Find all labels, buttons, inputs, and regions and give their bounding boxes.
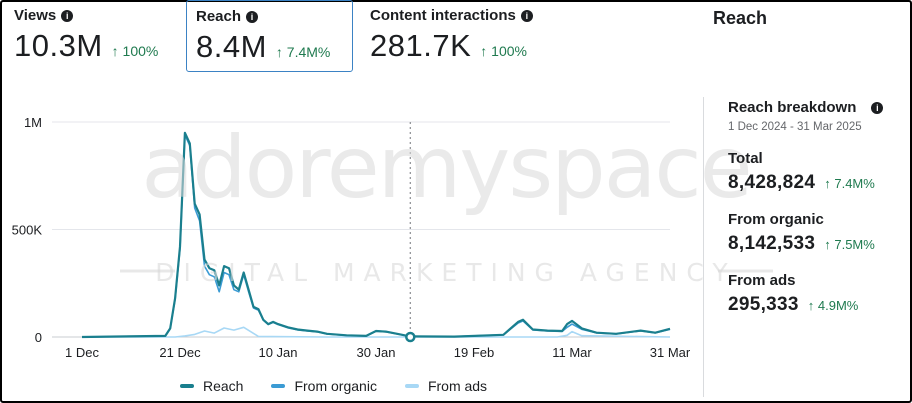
series-line-reach — [81, 131, 671, 339]
breakdown-ads: From ads 295,333 ↑ 4.9M% — [728, 272, 908, 316]
metric-label: Content interactions — [370, 7, 516, 24]
x-tick-label: 31 Mar — [650, 345, 691, 360]
breakdown-label: From organic — [728, 211, 824, 228]
breakdown-value: 8,142,533 — [728, 233, 816, 254]
metric-change: ↑ 100% — [111, 43, 159, 59]
chart-legend: Reach From organic From ads — [180, 378, 515, 394]
x-tick-label: 10 Jan — [258, 345, 297, 360]
breakdown-change: ↑ 7.4M% — [824, 176, 875, 191]
breakdown-change: ↑ 7.5M% — [824, 237, 875, 252]
metric-label: Views — [14, 7, 57, 24]
y-tick-label: 1M — [24, 115, 42, 130]
legend-label: Reach — [203, 378, 244, 394]
breakdown-value: 8,428,824 — [728, 172, 816, 193]
panel-title: Reach breakdown — [728, 99, 857, 116]
x-tick-label: 30 Jan — [356, 345, 395, 360]
hover-marker-dot — [405, 331, 416, 343]
metric-value: 8.4M — [196, 29, 267, 64]
breakdown-value: 295,333 — [728, 294, 799, 315]
legend-item-ads[interactable]: From ads — [404, 378, 488, 394]
series-line-from-organic — [81, 134, 671, 338]
y-tick-label: 500K — [12, 223, 43, 238]
x-tick-label: 21 Dec — [159, 345, 201, 360]
breakdown-total: Total 8,428,824 ↑ 7.4M% — [728, 150, 908, 194]
metric-change: ↑ 100% — [480, 43, 527, 59]
info-icon[interactable]: i — [61, 9, 74, 22]
series-line-from-ads — [82, 326, 671, 338]
breakdown-organic: From organic 8,142,533 ↑ 7.5M% — [728, 211, 908, 255]
breakdown-label: From ads — [728, 272, 796, 289]
legend-label: From organic — [294, 378, 377, 394]
legend-item-organic[interactable]: From organic — [271, 378, 377, 394]
legend-swatch — [404, 384, 419, 388]
reach-breakdown-panel: Reach breakdown i 1 Dec 2024 - 31 Mar 202… — [728, 99, 908, 316]
info-icon[interactable]: i — [520, 9, 533, 22]
reach-line-chart[interactable]: 0 500K 1M 1 Dec 21 Dec 10 Jan 30 Jan 19 Feb 11 M… — [0, 90, 700, 380]
metric-label: Reach — [196, 8, 242, 25]
x-tick-label: 19 Feb — [454, 345, 494, 360]
metric-views[interactable]: Views i 10.3M ↑ 100% — [14, 0, 184, 72]
metric-reach[interactable]: Reach i 8.4M ↑ 7.4M% — [186, 0, 353, 72]
legend-label: From ads — [427, 378, 488, 394]
metric-value: 281.7K — [370, 28, 472, 63]
x-tick-label: 1 Dec — [65, 345, 99, 360]
breakdown-label: Total — [728, 150, 763, 167]
section-heading: Reach — [713, 8, 768, 28]
metric-change: ↑ 7.4M% — [275, 44, 331, 60]
breakdown-change: ↑ 4.9M% — [807, 298, 859, 313]
x-tick-label: 11 Mar — [552, 345, 592, 360]
y-tick-label: 0 — [35, 330, 42, 345]
legend-swatch — [180, 384, 194, 388]
legend-item-reach[interactable]: Reach — [180, 378, 243, 394]
metric-value: 10.3M — [14, 28, 103, 63]
legend-swatch — [271, 384, 286, 388]
info-icon[interactable]: i — [246, 10, 259, 23]
panel-divider — [703, 97, 704, 397]
date-range: 1 Dec 2024 - 31 Mar 2025 — [728, 121, 862, 133]
metric-content-interactions[interactable]: Content interactions i 281.7K ↑ 100% — [370, 0, 570, 72]
info-icon[interactable]: i — [871, 101, 884, 114]
